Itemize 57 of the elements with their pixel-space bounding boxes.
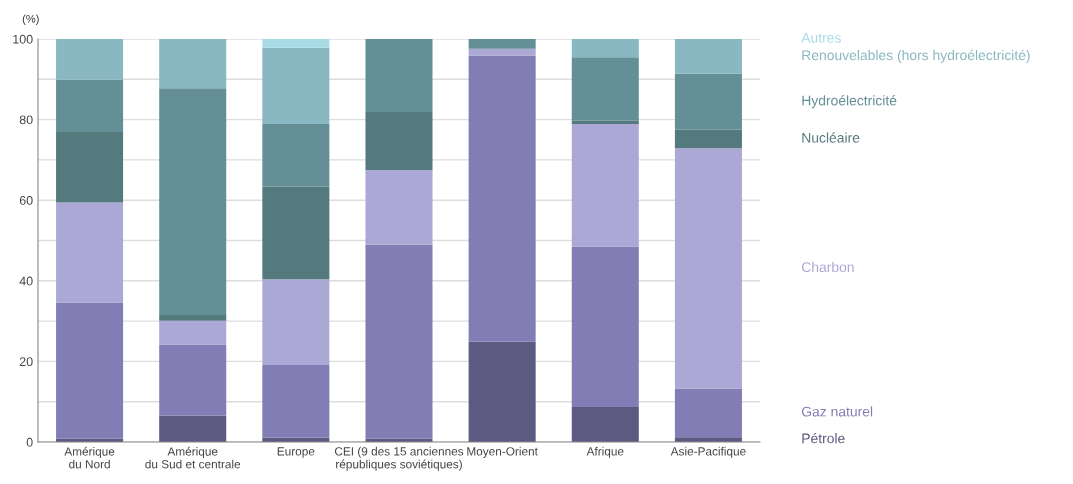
bar	[159, 315, 227, 321]
text: Charbon	[801, 261, 854, 273]
x-tick-label: Amérique du Sud et centrale	[145, 446, 241, 469]
bar	[56, 39, 124, 80]
bar	[262, 365, 330, 438]
bar	[571, 57, 639, 121]
x-tick-label: CEI (9 des 15 anciennes républiques soviétiques)	[334, 446, 464, 471]
y-tick-label: 60	[19, 196, 33, 205]
bar	[468, 48, 536, 56]
bar	[468, 341, 536, 442]
bar	[262, 279, 330, 366]
bar	[365, 244, 433, 439]
y-axis-title: (%)	[22, 14, 39, 25]
bar	[674, 73, 742, 130]
bar	[571, 406, 639, 442]
x-tick-label: Afrique	[586, 446, 624, 458]
x-tick-label: Amérique du Nord	[64, 446, 115, 469]
bar	[159, 415, 227, 442]
y-tick-label: 20	[19, 357, 33, 367]
bar	[468, 39, 536, 49]
x-tick-label: Moyen-Orient	[467, 446, 538, 458]
bar	[56, 302, 124, 439]
bar	[56, 79, 124, 133]
bar	[571, 120, 639, 125]
text: Renouvelables (hors hydroélectricité)	[802, 49, 1030, 63]
bar	[159, 88, 227, 316]
bar	[674, 148, 742, 389]
text: Nucléaire	[802, 132, 860, 143]
text: Pétrole	[802, 432, 845, 444]
y-tick-label: 100	[13, 34, 33, 44]
bar	[262, 39, 330, 48]
bar	[571, 246, 639, 407]
bar	[365, 169, 433, 245]
bar	[262, 124, 330, 187]
bar	[468, 55, 536, 342]
y-tick-label: 0	[26, 437, 33, 447]
bar	[159, 320, 227, 345]
text: Gaz naturel	[801, 406, 873, 417]
bar	[571, 124, 639, 247]
bar	[674, 39, 742, 74]
text: Hydroélectricité	[802, 95, 897, 109]
bar	[365, 39, 433, 112]
x-tick-label: Asie-Pacifique	[670, 446, 746, 458]
bar	[159, 39, 227, 89]
x-tick-label: Europe	[277, 447, 315, 458]
y-tick-label: 80	[19, 115, 33, 125]
bar	[56, 132, 124, 203]
y-tick-label: 40	[19, 276, 33, 286]
bar	[56, 202, 124, 303]
bar	[262, 47, 330, 125]
bar	[365, 111, 433, 170]
bar	[159, 344, 227, 416]
text: Autres	[801, 33, 841, 43]
bar	[674, 129, 742, 149]
bar	[674, 388, 742, 438]
bar	[262, 186, 330, 280]
bar	[571, 39, 639, 58]
